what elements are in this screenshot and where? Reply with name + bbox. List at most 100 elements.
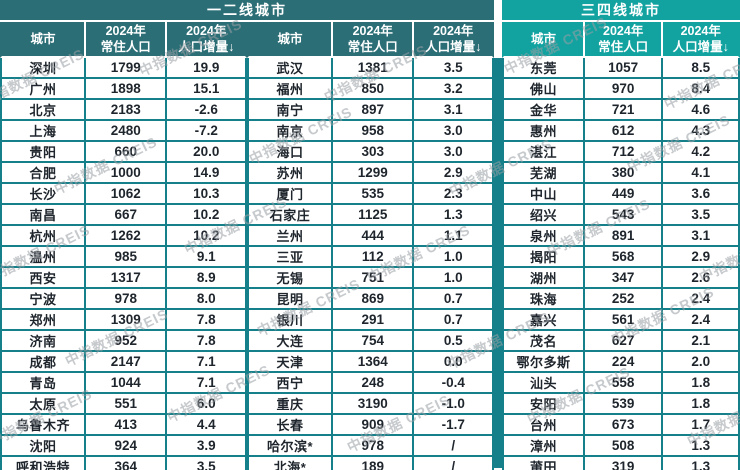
cell-growth: 3.5: [412, 58, 494, 79]
table-row: 银川 291 0.7: [247, 310, 494, 331]
cell-population: 2480: [83, 121, 166, 142]
table-row: 天津 1364 0.0: [247, 352, 494, 373]
cell-growth: 10.2: [165, 205, 247, 226]
cell-city: 沈阳: [0, 436, 84, 457]
col-header-growth: 2024年 人口增量↓: [412, 22, 494, 58]
cell-city: 中山: [502, 184, 583, 205]
table-row: 珠海 252 2.4: [502, 289, 740, 310]
cell-city: 石家庄: [247, 205, 331, 226]
cell-city: 广州: [0, 79, 84, 100]
table-row: 惠州 612 4.3: [502, 121, 740, 142]
col-header-growth: 2024年 人口增量↓: [165, 22, 247, 58]
col-header-population: 2024年 常住人口: [330, 22, 413, 58]
column-header-row: 城市 2024年 常住人口 2024年 人口增量↓: [247, 22, 494, 58]
cell-population: 1309: [83, 310, 166, 331]
cell-growth: 8.9: [165, 268, 247, 289]
column-header-row: 城市 2024年 常住人口 2024年 人口增量↓: [502, 22, 740, 58]
cell-city: 宁波: [0, 289, 84, 310]
cell-growth: 2.6: [661, 268, 740, 289]
cell-city: 济南: [0, 331, 84, 352]
column-header-row: 城市 2024年 常住人口 2024年 人口增量↓: [0, 22, 247, 58]
cell-population: 754: [330, 331, 413, 352]
col-header-growth: 2024年 人口增量↓: [661, 22, 740, 58]
cell-population: 627: [582, 331, 662, 352]
cell-population: 751: [330, 268, 413, 289]
cell-population: 924: [83, 436, 166, 457]
cell-city: 重庆: [247, 394, 331, 415]
cell-city: 海口: [247, 142, 331, 163]
cell-population: 539: [582, 394, 662, 415]
cell-population: 721: [582, 100, 662, 121]
cell-population: 970: [582, 79, 662, 100]
cell-city: 福州: [247, 79, 331, 100]
cell-growth: 1.3: [412, 205, 494, 226]
tier12-table-left: 城市 2024年 常住人口 2024年 人口增量↓ 深圳 1799 19.9 广州 1898 15.…: [0, 22, 247, 470]
cell-city: 台州: [502, 415, 583, 436]
cell-growth: -1.0: [412, 394, 494, 415]
col-header-city: 城市: [247, 22, 331, 58]
cell-population: 978: [83, 289, 166, 310]
cell-growth: 3.1: [661, 226, 740, 247]
cell-growth: 4.1: [661, 163, 740, 184]
cell-growth: 0.5: [412, 331, 494, 352]
cell-growth: 4.6: [661, 100, 740, 121]
table-row: 呼和浩特 364 3.5: [0, 457, 247, 470]
cell-city: 太原: [0, 394, 84, 415]
cell-growth: 0.0: [412, 352, 494, 373]
cell-growth: /: [412, 436, 494, 457]
cell-city: 武汉: [247, 58, 331, 79]
cell-city: 苏州: [247, 163, 331, 184]
col-header-city: 城市: [0, 22, 84, 58]
table-row: 绍兴 543 3.5: [502, 205, 740, 226]
cell-growth: 3.1: [412, 100, 494, 121]
cell-growth: 8.5: [661, 58, 740, 79]
cell-city: 青岛: [0, 373, 84, 394]
cell-city: 郑州: [0, 310, 84, 331]
table-row: 昆明 869 0.7: [247, 289, 494, 310]
cell-growth: -2.6: [165, 100, 247, 121]
cell-growth: 2.9: [412, 163, 494, 184]
cell-population: 252: [582, 289, 662, 310]
table-row: 三亚 112 1.0: [247, 247, 494, 268]
cell-city: 无锡: [247, 268, 331, 289]
cell-growth: 1.0: [412, 247, 494, 268]
cell-city: 天津: [247, 352, 331, 373]
cell-population: 660: [83, 142, 166, 163]
table-row: 青岛 1044 7.1: [0, 373, 247, 394]
cell-growth: 7.1: [165, 352, 247, 373]
cell-population: 543: [582, 205, 662, 226]
cell-city: 合肥: [0, 163, 84, 184]
cell-population: 189: [330, 457, 413, 470]
table-row: 深圳 1799 19.9: [0, 58, 247, 79]
table-row: 西宁 248 -0.4: [247, 373, 494, 394]
table-row: 湛江 712 4.2: [502, 142, 740, 163]
table-row: 漳州 508 1.3: [502, 436, 740, 457]
cell-city: 茂名: [502, 331, 583, 352]
cell-city: 成都: [0, 352, 84, 373]
table-row: 台州 673 1.7: [502, 415, 740, 436]
cell-city: 呼和浩特: [0, 457, 84, 470]
cell-growth: 7.1: [165, 373, 247, 394]
cell-population: 319: [582, 457, 662, 470]
table-row: 成都 2147 7.1: [0, 352, 247, 373]
table-row: 哈尔滨* 978/: [247, 436, 494, 457]
cell-population: 1125: [330, 205, 413, 226]
col-header-city: 城市: [502, 22, 583, 58]
cell-population: 413: [83, 415, 166, 436]
cell-population: 1262: [83, 226, 166, 247]
cell-city: 汕头: [502, 373, 583, 394]
cell-city: 莆田: [502, 457, 583, 470]
cell-population: 449: [582, 184, 662, 205]
table-row: 上海 2480 -7.2: [0, 121, 247, 142]
cell-population: 291: [330, 310, 413, 331]
cell-growth: 0.7: [412, 289, 494, 310]
cell-growth: 14.9: [165, 163, 247, 184]
cell-growth: 1.8: [661, 394, 740, 415]
cell-city: 哈尔滨*: [247, 436, 331, 457]
cell-growth: 4.4: [165, 415, 247, 436]
cell-city: 东莞: [502, 58, 583, 79]
table-row: 石家庄 1125 1.3: [247, 205, 494, 226]
col-header-population: 2024年 常住人口: [83, 22, 166, 58]
cell-growth: 10.3: [165, 184, 247, 205]
